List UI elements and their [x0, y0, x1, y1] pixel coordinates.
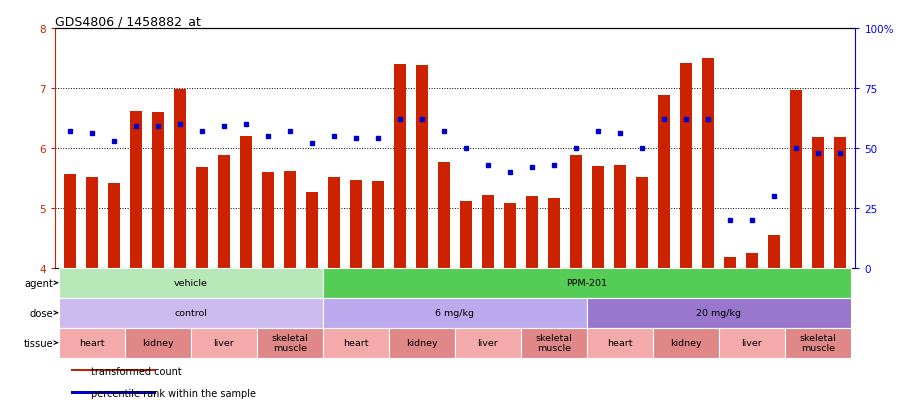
Bar	[785, 328, 851, 358]
Text: skeletal
muscle: skeletal muscle	[800, 333, 836, 352]
Text: dose: dose	[30, 308, 54, 318]
Bar	[328, 177, 340, 268]
Bar	[152, 113, 164, 268]
Bar	[306, 193, 318, 268]
Text: skeletal
muscle: skeletal muscle	[271, 333, 308, 352]
Text: kidney: kidney	[670, 338, 702, 347]
Bar	[71, 369, 156, 372]
Bar	[59, 268, 323, 298]
Text: heart: heart	[343, 338, 369, 347]
Bar	[455, 328, 521, 358]
Text: agent: agent	[25, 278, 54, 288]
Bar	[592, 166, 604, 268]
Bar	[64, 175, 76, 268]
Bar	[257, 328, 323, 358]
Text: tissue: tissue	[24, 338, 54, 348]
Text: heart: heart	[607, 338, 632, 347]
Text: liver: liver	[214, 338, 235, 347]
Bar	[59, 298, 323, 328]
Bar	[108, 183, 120, 268]
Text: heart: heart	[79, 338, 105, 347]
Bar	[86, 177, 98, 268]
Bar	[323, 298, 587, 328]
Text: liver: liver	[742, 338, 763, 347]
Bar	[587, 328, 653, 358]
Text: percentile rank within the sample: percentile rank within the sample	[91, 388, 256, 398]
Bar	[768, 235, 780, 268]
Bar	[834, 138, 846, 268]
Text: kidney: kidney	[142, 338, 174, 347]
Bar	[130, 112, 142, 268]
Text: kidney: kidney	[406, 338, 438, 347]
Bar	[680, 64, 692, 268]
Text: control: control	[175, 309, 207, 318]
Bar	[394, 65, 406, 268]
Bar	[702, 59, 714, 268]
Bar	[812, 138, 824, 268]
Bar	[653, 328, 719, 358]
Bar	[191, 328, 257, 358]
Bar	[526, 196, 538, 268]
Bar	[548, 199, 560, 268]
Bar	[372, 182, 384, 268]
Bar	[196, 168, 208, 268]
Bar	[746, 254, 758, 268]
Text: PPM-201: PPM-201	[567, 278, 608, 287]
Bar	[636, 177, 648, 268]
Text: 20 mg/kg: 20 mg/kg	[696, 309, 742, 318]
Bar	[482, 195, 494, 268]
Bar	[218, 156, 230, 268]
Bar	[323, 328, 389, 358]
Bar	[389, 328, 455, 358]
Bar	[59, 328, 125, 358]
Text: vehicle: vehicle	[174, 278, 208, 287]
Bar	[614, 165, 626, 268]
Text: skeletal
muscle: skeletal muscle	[536, 333, 572, 352]
Bar	[350, 181, 362, 268]
Bar	[323, 268, 851, 298]
Bar	[284, 171, 296, 268]
Bar	[262, 172, 274, 268]
Text: 6 mg/kg: 6 mg/kg	[436, 309, 474, 318]
Text: GDS4806 / 1458882_at: GDS4806 / 1458882_at	[55, 15, 200, 28]
Bar	[240, 137, 252, 268]
Bar	[125, 328, 191, 358]
Bar	[521, 328, 587, 358]
Bar	[719, 328, 785, 358]
Bar	[658, 96, 670, 268]
Bar	[460, 201, 472, 268]
Bar	[570, 156, 582, 268]
Bar	[438, 163, 450, 268]
Bar	[587, 298, 851, 328]
Text: transformed count: transformed count	[91, 366, 181, 376]
Text: liver: liver	[478, 338, 499, 347]
Bar	[416, 66, 428, 268]
Bar	[790, 91, 802, 268]
Bar	[504, 204, 516, 268]
Bar	[174, 90, 186, 268]
Bar	[724, 257, 736, 268]
Bar	[71, 392, 156, 394]
